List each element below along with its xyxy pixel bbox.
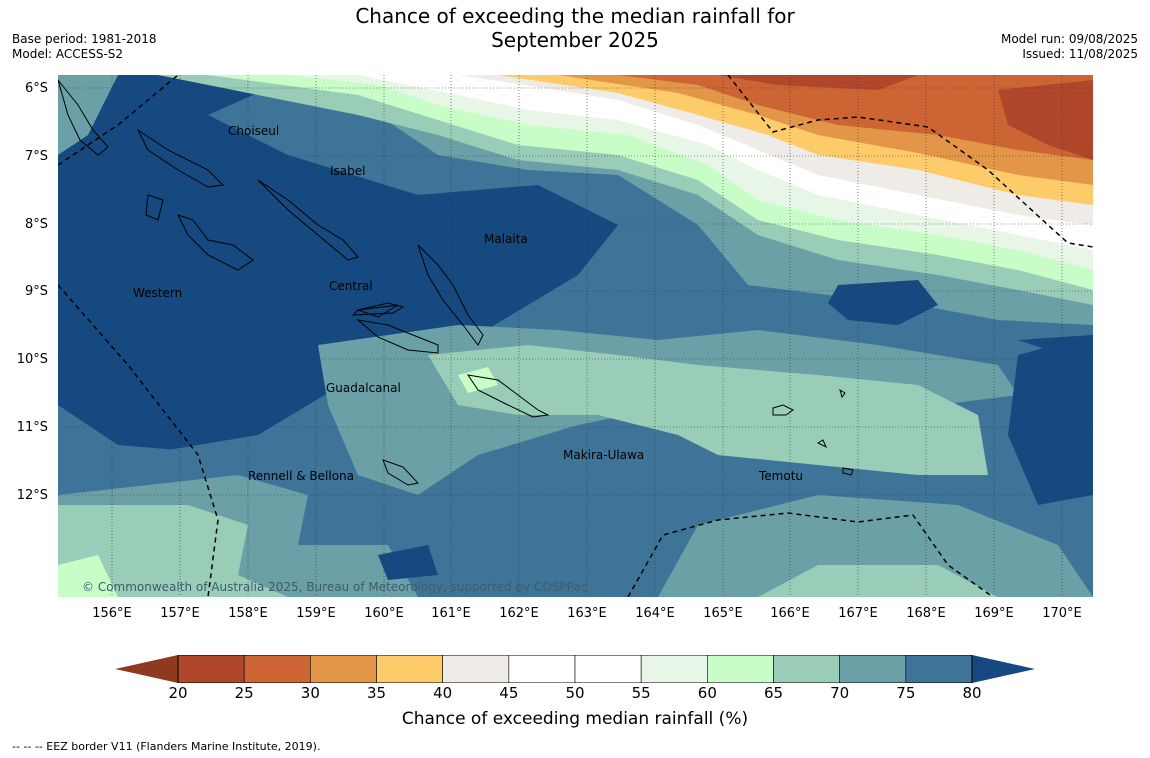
band-25-east (998, 80, 1093, 160)
map-area (58, 75, 1093, 597)
lon-label-159e: 159°E (296, 606, 336, 621)
band-70-se (658, 495, 1093, 597)
graticule (58, 75, 1093, 597)
band-60-sw (58, 555, 118, 597)
colorbar-segment (640, 655, 708, 683)
lat-label-7s: 7°S (24, 149, 48, 164)
eez-border (58, 75, 1093, 597)
eez-footnote: -- -- -- EEZ border V11 (Flanders Marine… (12, 740, 321, 753)
lon-label-162e: 162°E (499, 606, 539, 621)
meta-left: Base period: 1981-2018 Model: ACCESS-S2 (12, 32, 157, 62)
lon-label-168e: 168°E (906, 606, 946, 621)
colorbar-tick-label: 50 (565, 684, 585, 702)
lon-label-161e: 161°E (431, 606, 471, 621)
colorbar-tick-label: 75 (896, 684, 916, 702)
lon-label-167e: 167°E (838, 606, 878, 621)
band-60-guadalcanal (458, 367, 498, 393)
colorbar-label: Chance of exceeding median rainfall (%) (401, 709, 749, 729)
lat-label-9s: 9°S (24, 284, 48, 299)
lon-label-160e: 160°E (364, 606, 404, 621)
colorbar-extend-low (115, 655, 178, 683)
lat-label-10s: 10°S (16, 352, 48, 367)
lon-label-156e: 156°E (92, 606, 132, 621)
colorbar-segment (905, 655, 973, 683)
issued-date: Issued: 11/08/2025 (1022, 47, 1138, 61)
colorbar-segment (376, 655, 443, 683)
region-label-western: Western (133, 286, 183, 300)
colorbar-tick-label: 25 (234, 684, 254, 702)
region-label-rennell-bellona: Rennell & Bellona (248, 469, 355, 483)
model-name: Model: ACCESS-S2 (12, 47, 124, 61)
colorbar-tick-label: 65 (763, 684, 784, 702)
lat-label-6s: 6°S (24, 81, 48, 96)
lat-label-8s: 8°S (24, 217, 48, 232)
colorbar-segment (574, 655, 642, 683)
colorbar-tick-label: 45 (499, 684, 519, 702)
band-65-se (758, 565, 998, 597)
colorbar-segment (310, 655, 377, 683)
lon-label-170e: 170°E (1042, 606, 1082, 621)
colorbar-tick-label: 35 (366, 684, 387, 702)
region-label-isabel: Isabel (330, 164, 366, 178)
band-70-nw (58, 75, 118, 155)
lon-label-164e: 164°E (635, 606, 675, 621)
lon-label-158e: 158°E (228, 606, 268, 621)
base-period: Base period: 1981-2018 (12, 32, 157, 46)
band-65-mid (428, 345, 988, 475)
colorbar-segment (508, 655, 576, 683)
colorbar-tick-label: 40 (433, 684, 453, 702)
colorbar-tick-label: 70 (830, 684, 850, 702)
lon-label-169e: 169°E (974, 606, 1014, 621)
colorbar-extend-high (972, 655, 1035, 683)
meta-right: Model run: 09/08/2025 Issued: 11/08/2025 (1001, 32, 1138, 62)
lat-label-12s: 12°S (16, 488, 48, 503)
band-65-sw (58, 505, 288, 597)
colorbar-segment (442, 655, 510, 683)
colorbar-segment (839, 655, 907, 683)
band-80-south-blob (378, 545, 438, 580)
colorbar-segment (177, 655, 245, 683)
title-line-1: Chance of exceeding the median rainfall … (355, 4, 795, 28)
region-label-makira-ulawa: Makira-Ulawa (563, 448, 645, 462)
region-label-choiseul: Choiseul (228, 124, 280, 138)
rainfall-contour-map (58, 75, 1093, 597)
lon-label-166e: 166°E (770, 606, 810, 621)
band-25 (718, 75, 918, 90)
region-label-temotu: Temotu (759, 469, 804, 483)
colorbar (115, 655, 1035, 683)
lon-label-163e: 163°E (567, 606, 607, 621)
model-run: Model run: 09/08/2025 (1000, 32, 1138, 46)
islands (58, 79, 854, 486)
band-80-east-edge (1008, 335, 1093, 505)
lon-label-165e: 165°E (703, 606, 743, 621)
chart-title: Chance of exceeding the median rainfall … (0, 4, 1150, 52)
colorbar-tick-label: 30 (300, 684, 320, 702)
region-label-guadalcanal: Guadalcanal (326, 381, 401, 395)
copyright-notice: © Commonwealth of Australia 2025, Bureau… (82, 580, 588, 594)
colorbar-frame (177, 655, 973, 683)
title-line-2: September 2025 (491, 28, 659, 52)
region-label-malaita: Malaita (484, 232, 528, 246)
colorbar-tick-label: 80 (962, 684, 982, 702)
colorbar-segment (773, 655, 840, 683)
colorbar-segment (707, 655, 774, 683)
region-label-central: Central (329, 279, 373, 293)
lat-label-11s: 11°S (16, 420, 48, 435)
colorbar-segments (177, 655, 973, 683)
colorbar-tick-label: 20 (168, 684, 188, 702)
colorbar-segment (243, 655, 311, 683)
colorbar-tick-label: 60 (697, 684, 717, 702)
lon-label-157e: 157°E (160, 606, 200, 621)
colorbar-tick-label: 55 (631, 684, 651, 702)
